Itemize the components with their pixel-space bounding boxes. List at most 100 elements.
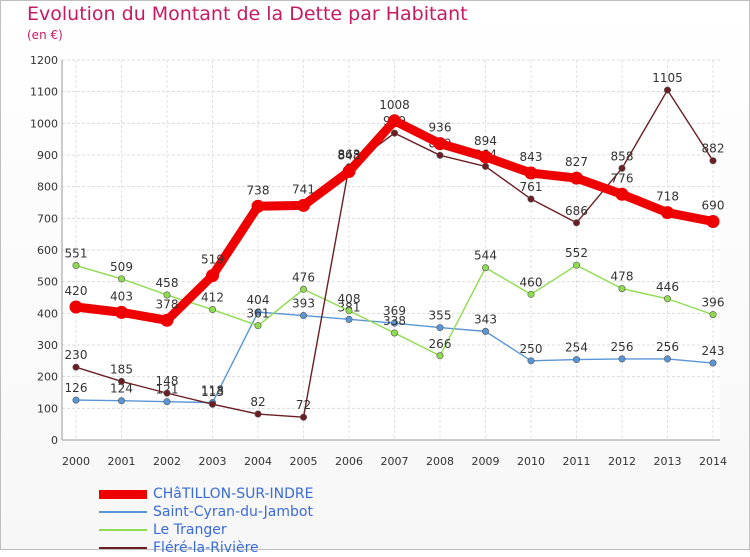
legend-label: Saint-Cyran-du-Jambot [153,504,313,520]
data-label: 1105 [652,71,683,85]
data-point [209,400,217,408]
data-label: 266 [429,337,452,351]
data-label: 148 [156,374,179,388]
data-label: 378 [156,297,179,311]
data-point [69,300,83,314]
data-point [163,291,171,299]
data-point [297,198,310,212]
data-point [481,264,489,272]
data-label: 256 [611,340,634,354]
data-point [709,157,717,165]
x-tick-label: 2003 [199,455,227,468]
y-tick-label: 1200 [30,54,58,67]
data-label: 863 [338,148,361,162]
data-point [663,355,671,363]
x-tick-label: 2005 [290,455,318,468]
data-label: 361 [247,307,270,321]
x-tick-label: 2014 [699,455,727,468]
data-label: 113 [201,385,224,399]
legend-swatch [99,489,147,499]
data-point [118,397,126,405]
x-tick-label: 2007 [381,455,409,468]
x-tick-label: 2008 [426,455,454,468]
data-point [618,164,626,172]
legend-label: Fléré-la-Rivière [153,540,259,556]
y-tick-label: 1100 [30,86,58,99]
x-tick-label: 2012 [608,455,636,468]
data-label: 82 [250,395,265,409]
data-label: 509 [110,260,133,274]
data-label: 1008 [379,98,410,112]
data-label: 72 [296,398,311,412]
data-label: 894 [474,134,497,148]
data-point [527,357,535,365]
data-label: 690 [702,199,725,213]
data-label: 738 [247,183,270,197]
chart-subtitle: (en €) [27,28,63,42]
data-label: 718 [656,190,679,204]
data-point [436,352,444,360]
data-label: 393 [292,297,315,311]
data-point [663,295,671,303]
data-point [661,206,674,220]
data-label: 403 [110,289,133,303]
data-label: 776 [611,171,634,185]
data-point [254,410,262,418]
data-point [663,86,671,94]
data-label: 544 [474,249,497,263]
y-tick-label: 600 [37,244,58,257]
data-point [481,327,489,335]
data-point [342,164,356,178]
x-tick-label: 2013 [654,455,682,468]
y-tick-label: 1000 [30,117,58,130]
data-point [163,398,171,406]
data-label: 446 [656,280,679,294]
legend-swatch [99,511,147,513]
y-tick-label: 0 [51,434,58,447]
data-point [618,355,626,363]
data-label: 256 [656,340,679,354]
y-tick-label: 500 [37,276,58,289]
data-point [436,151,444,159]
data-label: 843 [520,150,543,164]
data-label: 936 [429,121,452,135]
data-point [345,307,353,315]
x-tick-label: 2006 [335,455,363,468]
data-point [299,413,307,421]
x-tick-label: 2002 [153,455,181,468]
data-label: 827 [565,155,588,169]
data-label: 882 [702,142,725,156]
data-point [254,308,262,316]
data-point [390,129,398,137]
data-label: 338 [383,314,406,328]
data-point [618,285,626,293]
data-label: 343 [474,312,497,326]
data-point [163,389,171,397]
data-label: 741 [292,182,315,196]
data-point [390,329,398,337]
data-label: 126 [65,381,88,395]
y-tick-label: 100 [37,402,58,415]
data-label: 458 [156,276,179,290]
x-tick-label: 2010 [517,455,545,468]
legend-label: CHâTILLON-SUR-INDRE [153,486,314,502]
data-point [251,199,265,213]
legend-label: Le Tranger [153,522,227,538]
x-tick-label: 2004 [244,455,272,468]
data-point [390,319,398,327]
data-label: 396 [702,296,725,310]
data-point [433,137,447,151]
data-point [436,324,444,332]
data-label: 250 [520,342,543,356]
data-label: 412 [201,291,224,305]
data-label: 761 [520,180,543,194]
x-tick-label: 2000 [62,455,90,468]
data-label: 355 [429,309,452,323]
x-tick-label: 2009 [472,455,500,468]
data-point [527,290,535,298]
data-label: 552 [565,246,588,260]
data-point [118,377,126,385]
data-point [206,269,219,283]
y-tick-label: 700 [37,212,58,225]
